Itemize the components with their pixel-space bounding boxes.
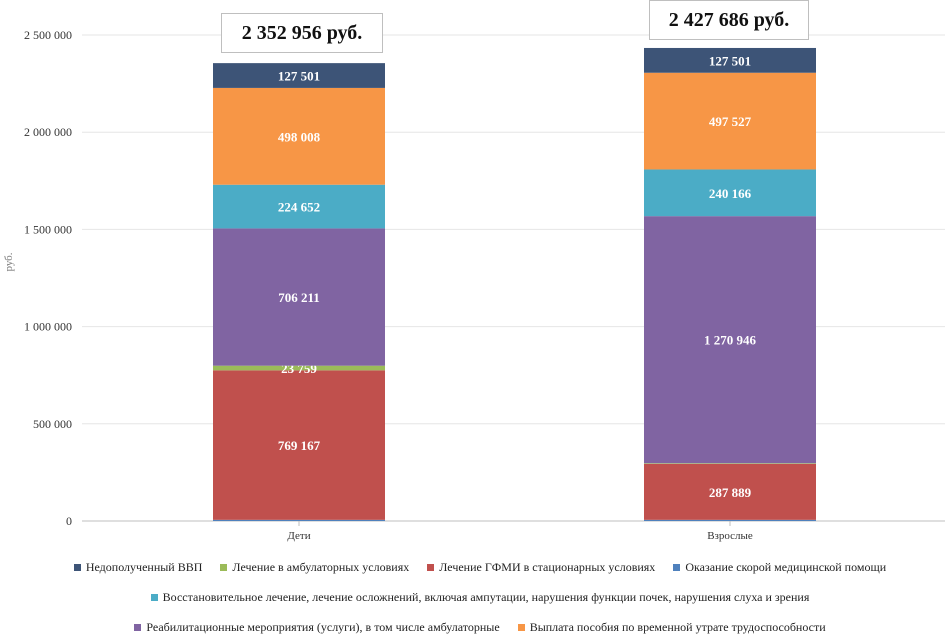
y-tick-label: 2 000 000	[24, 125, 72, 139]
bar-segment	[644, 519, 816, 521]
legend: Недополученный ВВП Лечение в амбулаторных…	[30, 552, 930, 642]
legend-swatch	[517, 623, 525, 631]
legend-swatch	[427, 563, 435, 571]
bar-segment	[644, 72, 816, 170]
bar-segment	[213, 184, 385, 229]
bar-segment	[213, 365, 385, 371]
data-label: 127 501	[709, 53, 751, 68]
legend-swatch	[134, 623, 142, 631]
legend-swatch	[220, 563, 228, 571]
legend-row: Недополученный ВВП Лечение в амбулаторных…	[30, 552, 930, 582]
legend-label: Лечение ГФМИ в стационарных условиях	[439, 559, 656, 574]
legend-item: Недополученный ВВП	[73, 559, 203, 575]
legend-item: Восстановительное лечение, лечение ослож…	[150, 589, 810, 605]
y-tick-label: 2 500 000	[24, 28, 72, 42]
x-category-label: Взрослые	[707, 530, 753, 542]
legend-label: Выплата пособия по временной утрате труд…	[529, 619, 826, 634]
x-category-label: Дети	[287, 530, 310, 542]
bar-segment	[213, 63, 385, 88]
legend-swatch	[673, 563, 681, 571]
y-axis-label: руб.	[3, 252, 15, 271]
legend-label: Лечение в амбулаторных условиях	[232, 559, 410, 574]
legend-swatch	[150, 593, 158, 601]
y-tick-label: 1 500 000	[24, 222, 72, 236]
legend-row: Реабилитационные мероприятия (услуги), в…	[30, 612, 930, 642]
bar-segment	[213, 370, 385, 520]
bar-segment	[213, 87, 385, 185]
data-label: 1 270 946	[704, 333, 757, 348]
y-tick-label: 1 000 000	[24, 320, 72, 334]
data-label: 224 652	[278, 200, 320, 215]
legend-item: Оказание скорой медицинской помощи	[673, 560, 886, 575]
bar-segment	[644, 216, 816, 464]
legend-row: Восстановительное лечение, лечение ослож…	[30, 582, 930, 612]
data-label: 240 166	[709, 186, 752, 201]
stacked-bar-chart: 0 500 000 1 000 000 1 500 000 2 000 000 2 500…	[3, 28, 945, 542]
data-label: 287 889	[709, 485, 752, 500]
data-label: 769 167	[278, 438, 321, 453]
bar-segment	[213, 228, 385, 366]
legend-label: Недополученный ВВП	[85, 559, 203, 574]
data-label: 498 008	[278, 129, 321, 144]
legend-label: Реабилитационные мероприятия (услуги), в…	[146, 619, 500, 634]
data-label: 706 211	[278, 290, 320, 305]
data-label: 127 501	[278, 69, 320, 84]
bar-segment	[644, 47, 816, 73]
bar-segment	[644, 463, 816, 464]
total-label-children: 2 352 956 руб.	[221, 13, 383, 53]
data-label: 497 527	[709, 114, 752, 129]
bar-segment	[644, 169, 816, 217]
total-label-adults: 2 427 686 руб.	[649, 0, 809, 40]
legend-item: Реабилитационные мероприятия (услуги), в…	[134, 619, 500, 635]
y-tick-label: 0	[66, 514, 72, 528]
y-tick-label: 500 000	[33, 417, 72, 431]
legend-swatch	[73, 563, 81, 571]
bar-segment	[213, 519, 385, 521]
legend-item: Выплата пособия по временной утрате труд…	[517, 619, 826, 635]
legend-label: Оказание скорой медицинской помощи	[685, 559, 887, 574]
legend-item: Лечение в амбулаторных условиях	[220, 560, 409, 575]
bar-segment	[644, 463, 816, 520]
legend-item: Лечение ГФМИ в стационарных условиях	[427, 560, 655, 575]
legend-label: Восстановительное лечение, лечение ослож…	[162, 589, 810, 604]
